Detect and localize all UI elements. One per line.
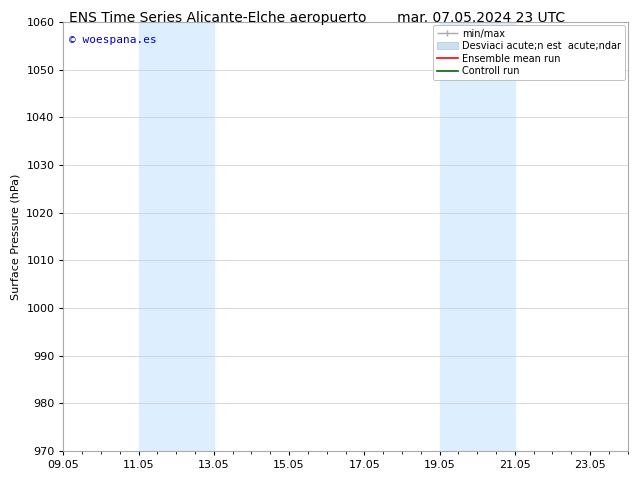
Y-axis label: Surface Pressure (hPa): Surface Pressure (hPa)	[11, 173, 21, 299]
Bar	[439, 22, 515, 451]
Text: ENS Time Series Alicante-Elche aeropuerto       mar. 07.05.2024 23 UTC: ENS Time Series Alicante-Elche aeropuert…	[69, 11, 565, 25]
Bar	[139, 22, 214, 451]
Text: © woespana.es: © woespana.es	[69, 35, 157, 45]
Legend: min/max, Desviaci acute;n est  acute;ndar, Ensemble mean run, Controll run: min/max, Desviaci acute;n est acute;ndar…	[432, 25, 624, 80]
